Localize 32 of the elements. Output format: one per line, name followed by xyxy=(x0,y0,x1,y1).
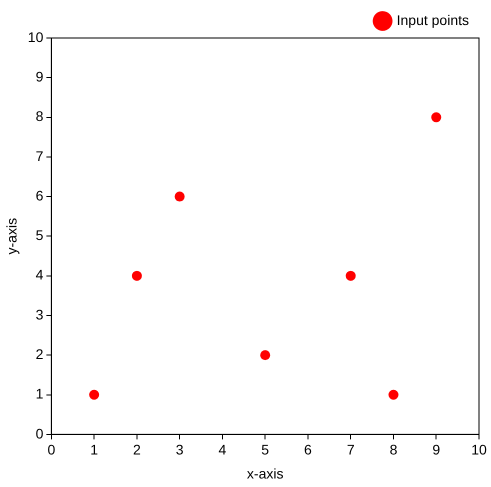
x-tick-label: 1 xyxy=(90,442,98,458)
point xyxy=(132,270,142,281)
x-tick-label: 10 xyxy=(471,442,487,458)
x-tick-label: 5 xyxy=(261,442,270,458)
point xyxy=(346,270,356,281)
y-tick-label: 5 xyxy=(36,227,44,244)
y-tick-label: 0 xyxy=(36,425,44,442)
point xyxy=(431,112,442,122)
y-tick-label: 3 xyxy=(36,306,44,322)
x-tick-label: 0 xyxy=(47,442,56,458)
y-tick-label: 6 xyxy=(36,187,44,204)
x-tick-label: 6 xyxy=(304,442,312,458)
x-tick-label: 7 xyxy=(346,442,355,458)
y-axis-title: y-axis xyxy=(3,218,20,254)
legend-label: Input points xyxy=(396,12,470,28)
y-tick-label: 2 xyxy=(36,346,44,362)
point xyxy=(174,192,185,202)
point xyxy=(260,350,270,360)
x-tick-label: 8 xyxy=(390,442,398,458)
y-tick-label: 10 xyxy=(28,28,44,45)
x-tick-label: 2 xyxy=(133,442,141,458)
point xyxy=(388,390,398,400)
y-tick-label: 7 xyxy=(36,148,44,164)
x-tick-label: 4 xyxy=(218,442,227,458)
y-tick-label: 1 xyxy=(36,386,44,402)
y-tick-label: 9 xyxy=(36,68,44,84)
point xyxy=(89,390,100,400)
y-tick-label: 8 xyxy=(36,108,44,124)
x-axis-title: x-axis xyxy=(246,465,284,482)
y-tick-label: 4 xyxy=(36,266,44,283)
x-tick-label: 3 xyxy=(176,442,184,458)
x-tick-label: 9 xyxy=(432,442,440,458)
